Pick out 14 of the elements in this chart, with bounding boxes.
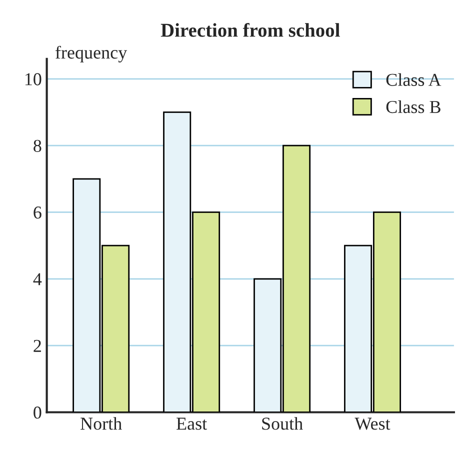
y-tick-label: 10 [25,73,42,86]
y-tick-label: 6 [34,206,42,219]
x-tick-label: North [80,417,122,430]
y-tick-label: 0 [34,406,42,419]
chart-title: Direction from school [160,22,340,37]
x-tick-label: East [176,418,208,430]
y-tick-label: 8 [34,140,42,152]
legend-label: Class A [386,73,442,86]
y-tick-label: 2 [34,340,41,352]
x-tick-label: South [262,417,303,430]
legend-label: Class B [386,100,440,114]
x-tick-label: West [354,418,390,430]
y-tick-label: 4 [33,273,42,286]
y-axis-title: frequency [56,46,128,62]
